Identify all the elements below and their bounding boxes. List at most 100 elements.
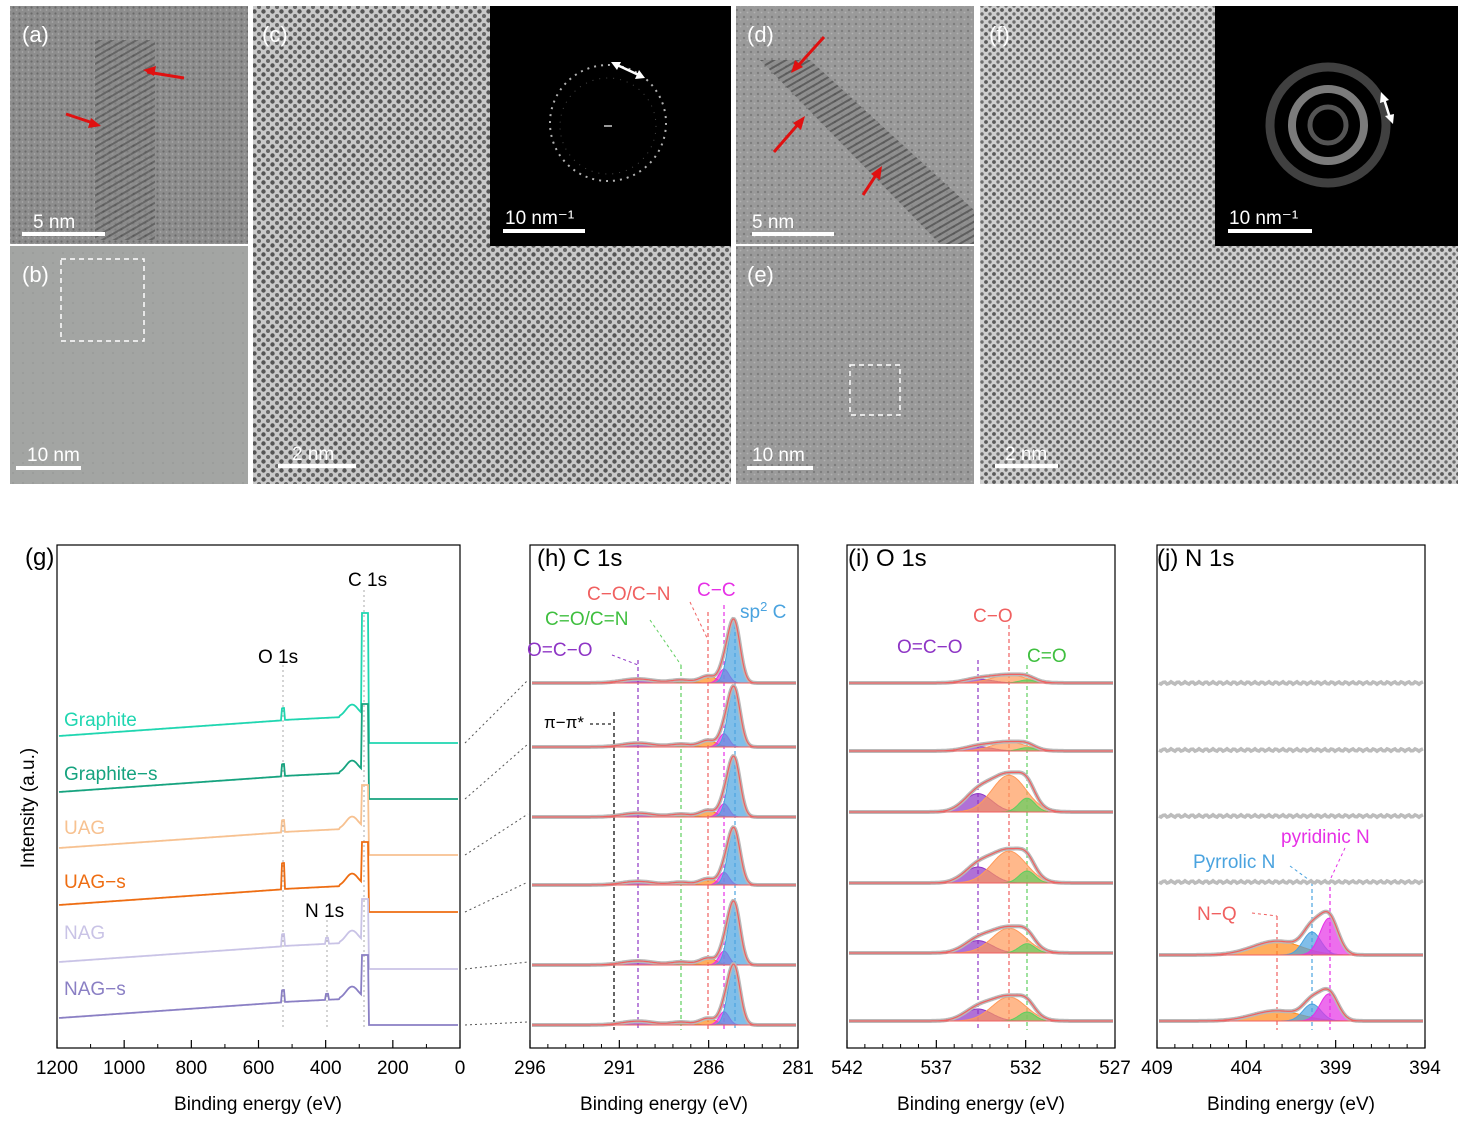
pyd-label: pyridinic N (1281, 827, 1370, 848)
raw-spectrum (1158, 878, 1424, 886)
xps-o1s-panel: (i) O 1s Binding energy (eV) O=C−O C−O C… (831, 544, 1131, 1115)
scale-label: 2 nm (292, 444, 334, 465)
fit-envelope (532, 755, 796, 818)
scale-label: 2 nm (1005, 444, 1047, 465)
x-axis-label: Binding energy (eV) (897, 1094, 1065, 1115)
o1s-label: O 1s (258, 647, 298, 668)
tem-panel-f: 10 nm⁻¹ (f) 2 nm (980, 6, 1458, 484)
tick-label: 409 (1141, 1058, 1173, 1079)
scale-bar (747, 466, 813, 470)
inset-scale-bar (1228, 229, 1312, 233)
y-axis-label: Intensity (a.u.) (18, 748, 39, 868)
raw-spectrum (532, 962, 796, 1027)
tick-label: 291 (603, 1058, 635, 1079)
c1s-label: C 1s (348, 570, 387, 591)
oco-label: O=C−O (527, 640, 592, 661)
xps-n1s-panel: (j) N 1s Binding energy (eV) Pyrrolic N … (1141, 544, 1441, 1115)
panel-label: (c) (262, 22, 288, 47)
fft-inset (1215, 6, 1458, 246)
zoom-region (60, 258, 145, 342)
connector (464, 743, 529, 800)
tem-panel-b: (b) 10 nm (10, 246, 248, 484)
tick-label: 1000 (103, 1058, 145, 1079)
raw-spectrum (1158, 679, 1424, 687)
survey-series (58, 703, 458, 800)
tem-panel-c: 10 nm⁻¹ (c) 2 nm (253, 6, 731, 484)
x-axis-label: Binding energy (eV) (580, 1094, 748, 1115)
cc-label: C−C (697, 580, 736, 601)
pyr-label: Pyrrolic N (1193, 852, 1275, 873)
panel-label: (h) C 1s (537, 545, 622, 572)
tick-label: 532 (1010, 1058, 1042, 1079)
connector (464, 961, 529, 970)
scale-bar (995, 464, 1058, 468)
fit-component (532, 828, 796, 886)
series-label: NAG−s (64, 979, 126, 1000)
tick-label: 542 (831, 1058, 863, 1079)
fit-component (532, 902, 796, 966)
tick-label: 200 (377, 1058, 409, 1079)
panel-label: (d) (747, 22, 774, 47)
scale-label: 5 nm (33, 212, 75, 233)
scale-label: 10 nm (27, 445, 80, 466)
scale-bar (16, 466, 81, 470)
panel-label: (e) (747, 262, 774, 287)
xps-c1s-panel: (h) C 1s Binding energy (eV) O=C−O C=O/C… (514, 544, 814, 1115)
tick-label: 600 (243, 1058, 275, 1079)
panel-label: (a) (22, 22, 49, 47)
inset-scale-label: 10 nm⁻¹ (505, 208, 574, 229)
arrow-1 (794, 35, 826, 70)
tick-label: 296 (514, 1058, 546, 1079)
scale-label: 5 nm (752, 212, 794, 233)
survey-series (58, 784, 458, 856)
tick-label: 404 (1230, 1058, 1262, 1079)
survey-series (58, 841, 458, 913)
arrow-2 (772, 121, 802, 153)
tick-label: 1200 (36, 1058, 78, 1079)
x-axis-label: Binding energy (eV) (1207, 1094, 1375, 1115)
tick-label: 399 (1320, 1058, 1352, 1079)
tick-label: 394 (1409, 1058, 1441, 1079)
inset-scale-label: 10 nm⁻¹ (1229, 208, 1298, 229)
series-label: Graphite−s (64, 764, 157, 785)
fit-component (532, 965, 796, 1026)
raw-spectrum (1158, 746, 1424, 754)
double-arrow (614, 62, 642, 78)
plot-frame (846, 544, 1116, 1049)
nq-label: N−Q (1197, 904, 1237, 925)
tick-label: 0 (455, 1058, 466, 1079)
plot-frame (1156, 544, 1426, 1049)
panel-label: (i) O 1s (848, 545, 927, 572)
n1s-label: N 1s (305, 901, 344, 922)
series-label: UAG (64, 818, 105, 839)
connector (464, 679, 529, 744)
panel-connectors (464, 679, 529, 1026)
tick-label: 800 (175, 1058, 207, 1079)
fit-component (532, 757, 796, 818)
series-label: NAG (64, 923, 105, 944)
panel-label: (f) (989, 22, 1010, 47)
co-label: C−O (973, 606, 1013, 627)
scale-label: 10 nm (752, 445, 805, 466)
tick-label: 537 (920, 1058, 952, 1079)
raw-spectrum (532, 754, 796, 819)
connector (464, 813, 529, 856)
survey-series (58, 898, 458, 970)
fit-envelope (532, 963, 796, 1026)
raw-spectrum (532, 898, 796, 967)
plot-frame (529, 544, 799, 1049)
con-label: C−O/C−N (587, 584, 670, 605)
connector (464, 1021, 529, 1026)
series-label: Graphite (64, 710, 137, 731)
tem-panel-e: (e) 10 nm (736, 246, 974, 484)
oco-label: O=C−O (897, 637, 962, 658)
panel-label: (j) N 1s (1157, 545, 1234, 572)
plot-frame (56, 544, 461, 1049)
x-axis-label: Binding energy (eV) (174, 1094, 342, 1115)
panel-label: (g) (25, 544, 54, 571)
tem-panel-d: (d) 5 nm (736, 6, 974, 244)
tick-label: 400 (310, 1058, 342, 1079)
fit-envelope (532, 826, 796, 886)
cdo-label: C=O (1027, 646, 1067, 667)
